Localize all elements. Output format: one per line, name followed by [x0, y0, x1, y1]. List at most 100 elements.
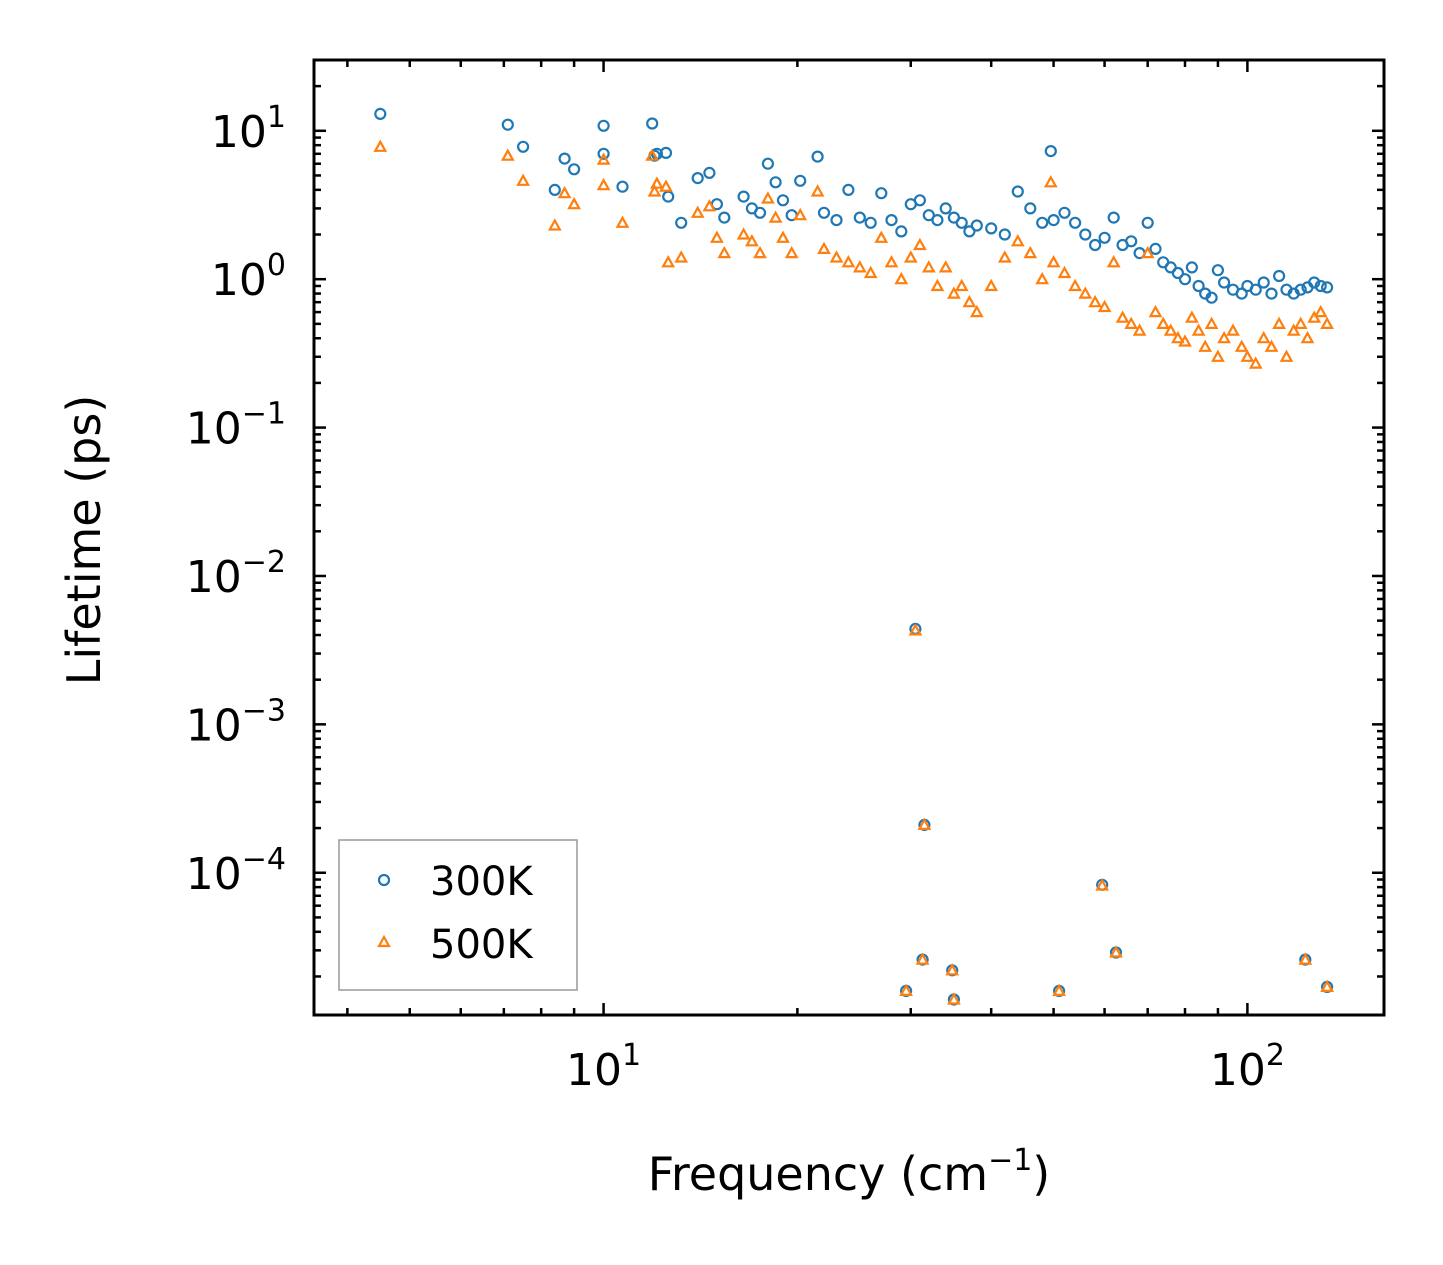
point-300k: [737, 190, 750, 203]
point-500k: [373, 139, 388, 152]
point-500k: [884, 255, 899, 268]
y-tick-label: 10−1: [186, 397, 286, 455]
x-tick-label-base: 10: [1210, 1045, 1266, 1096]
point-500k: [1132, 323, 1147, 336]
point-300k: [1192, 279, 1205, 293]
y-tick-label-base: 10: [186, 849, 242, 900]
point-500k: [984, 278, 999, 292]
point-500k: [1191, 323, 1206, 336]
series-500k: [373, 139, 1334, 1005]
point-500k: [1171, 330, 1185, 344]
point-300k: [853, 211, 866, 224]
point-300k: [1079, 228, 1092, 241]
point-500k: [1043, 175, 1058, 188]
point-500k: [1320, 979, 1334, 992]
point-300k: [374, 107, 387, 121]
point-500k: [1286, 323, 1301, 336]
point-500k: [1148, 304, 1163, 318]
y-tick-label: 10−3: [186, 693, 286, 751]
point-300k: [761, 157, 775, 170]
legend-marker-300k: [377, 873, 391, 887]
point-500k: [1057, 265, 1072, 279]
point-300k: [675, 216, 688, 229]
point-300k: [1314, 279, 1327, 293]
y-tick-label-exponent: −1: [242, 397, 286, 432]
point-500k: [1023, 245, 1038, 259]
point-300k: [864, 216, 877, 229]
point-500k: [1097, 299, 1112, 313]
point-300k: [1058, 206, 1071, 219]
point-300k: [895, 225, 908, 238]
point-500k: [1095, 878, 1110, 891]
point-300k: [985, 222, 998, 235]
legend-label-500k: 500K: [430, 922, 534, 968]
point-500k: [1140, 245, 1155, 259]
point-500k: [1234, 339, 1249, 352]
point-500k: [899, 983, 913, 996]
point-500k: [954, 278, 969, 292]
point-300k: [998, 228, 1011, 241]
point-300k: [558, 152, 571, 165]
point-300k: [811, 150, 824, 163]
y-tick-label-base: 10: [186, 404, 242, 455]
point-300k: [1320, 281, 1334, 294]
point-500k: [810, 184, 825, 197]
point-500k: [596, 177, 611, 191]
point-300k: [1044, 145, 1057, 158]
point-500k: [1109, 945, 1123, 958]
point-500k: [913, 237, 927, 251]
point-500k: [1178, 334, 1192, 347]
point-500k: [1256, 330, 1271, 344]
point-300k: [718, 211, 731, 224]
point-500k: [997, 250, 1012, 263]
point-300k: [769, 176, 782, 189]
point-300k: [939, 202, 952, 215]
point-500k: [863, 265, 878, 279]
point-500k: [1052, 983, 1066, 996]
point-500k: [947, 286, 961, 299]
point-300k: [1185, 261, 1199, 274]
point-500k: [776, 230, 790, 243]
point-500k: [969, 304, 984, 318]
point-500k: [1240, 349, 1255, 362]
y-tick-label: 100: [211, 248, 286, 306]
x-tick-label: 101: [566, 1038, 641, 1096]
point-300k: [1125, 235, 1138, 248]
point-500k: [753, 245, 767, 259]
point-500k: [1124, 316, 1139, 329]
point-300k: [875, 187, 888, 200]
point-500k: [917, 817, 932, 830]
point-500k: [1204, 316, 1219, 329]
point-500k: [1156, 316, 1171, 329]
point-300k: [1217, 276, 1231, 289]
point-500k: [1163, 323, 1178, 336]
point-300k: [1211, 264, 1225, 277]
point-500k: [615, 215, 630, 228]
point-500k: [852, 260, 867, 273]
point-300k: [646, 117, 659, 130]
point-500k: [1279, 349, 1294, 362]
point-300k: [691, 172, 704, 185]
point-500k: [645, 148, 660, 161]
point-500k: [1068, 278, 1082, 292]
point-500k: [702, 199, 717, 212]
legend: 300K 500K: [338, 839, 578, 991]
point-300k: [1294, 283, 1307, 296]
point-500k: [841, 255, 856, 268]
point-500k: [1115, 310, 1130, 323]
point-300k: [567, 163, 581, 176]
point-500k: [516, 173, 530, 186]
point-300k: [501, 118, 514, 131]
y-tick-label-exponent: 0: [267, 248, 286, 283]
point-300k: [516, 140, 530, 153]
point-500k: [784, 245, 799, 259]
point-300k: [659, 146, 673, 159]
point-500k: [745, 234, 759, 247]
point-500k: [1320, 316, 1334, 329]
point-300k: [597, 147, 610, 160]
point-500k: [690, 205, 705, 218]
point-300k: [913, 194, 927, 207]
point-500k: [1046, 255, 1061, 268]
